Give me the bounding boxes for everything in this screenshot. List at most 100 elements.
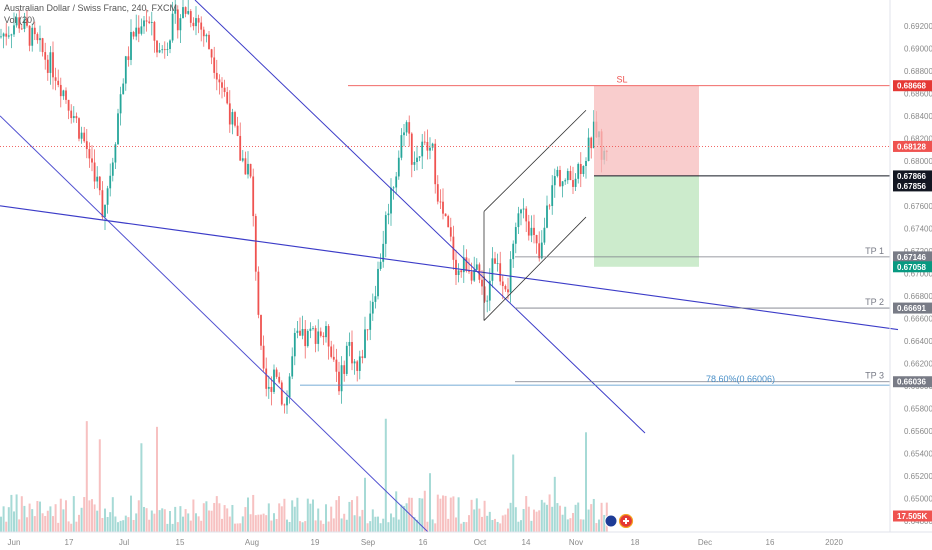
australia-flag-icon [604, 514, 618, 528]
price-label-text: 0.68128 [897, 142, 926, 151]
volume-bar [260, 514, 262, 532]
volume-bar [91, 499, 93, 532]
candle-body [262, 345, 265, 369]
candle-body [184, 7, 187, 14]
candle-body [304, 328, 307, 347]
volume-bar [0, 516, 2, 532]
candle-body [57, 80, 60, 85]
volume-bar [494, 518, 496, 532]
candle-body [265, 368, 268, 389]
volume-bar [13, 511, 15, 532]
candle-body [226, 92, 229, 104]
volume-bar [254, 515, 257, 532]
volume-bar [520, 520, 522, 532]
volume-bar [423, 490, 426, 532]
candle-body [533, 227, 535, 236]
candle-body [93, 162, 96, 182]
candle-body [351, 342, 353, 364]
volume-bar [174, 506, 177, 532]
candle-body [332, 356, 335, 360]
volume-bar [158, 510, 161, 532]
candle-body [88, 149, 91, 159]
candle-body [327, 326, 330, 347]
candle-body [114, 144, 117, 163]
candle-body [449, 227, 452, 237]
trendline-horizontal-support[interactable] [0, 205, 899, 331]
volume-label[interactable]: Vol (20) [4, 15, 36, 25]
volume-bar [548, 494, 551, 532]
volume-bar [262, 513, 265, 532]
volume-bar [23, 505, 26, 532]
candle-body [52, 52, 54, 78]
price-label-box [893, 140, 932, 152]
volume-bar [533, 509, 535, 532]
volume-bar [444, 495, 447, 532]
volume-bar [569, 518, 572, 532]
volume-bar [111, 497, 114, 532]
symbol-title[interactable]: Australian Dollar / Swiss Franc, 240, FX… [4, 3, 178, 13]
candle-body [174, 9, 177, 14]
candle-body [566, 171, 569, 181]
volume-bar [140, 443, 143, 532]
candle-body [85, 141, 88, 150]
volume-bar [390, 513, 392, 532]
candle-body [205, 34, 208, 37]
volume-bar [65, 500, 67, 532]
volume-bar [587, 509, 590, 532]
volume-bar [371, 509, 374, 532]
candle-body [273, 369, 275, 392]
volume-bar [577, 502, 580, 532]
candle-body [312, 328, 314, 329]
candle-body [559, 169, 561, 187]
candle-body [135, 27, 138, 37]
volume-bar [455, 517, 457, 532]
time-tick-label: 19 [311, 538, 320, 547]
volume-bar [566, 519, 569, 532]
candle-body [499, 263, 502, 282]
candle-body [249, 163, 252, 177]
volume-bar [184, 509, 187, 532]
volume-bar [309, 503, 312, 532]
volume-bar [252, 494, 255, 532]
candle-body [436, 184, 439, 202]
candle-body [577, 163, 580, 179]
candle-body [462, 257, 465, 273]
time-tick-label: Nov [569, 538, 583, 547]
candle-body [208, 34, 210, 50]
price-label-text: 0.66691 [897, 304, 926, 313]
volume-bar [7, 507, 10, 532]
volume-bar [343, 513, 346, 532]
candle-body [561, 181, 564, 187]
trendline-channel-upper[interactable] [483, 109, 587, 212]
volume-bar [46, 510, 49, 532]
candle-body [291, 356, 294, 377]
candle-body [335, 359, 338, 372]
take-profit-zone[interactable] [594, 175, 699, 267]
candle-body [239, 135, 242, 161]
candle-body [421, 141, 424, 157]
volume-bar [449, 497, 452, 532]
candle-body [137, 27, 140, 34]
volume-bar [496, 521, 499, 532]
volume-bar [325, 504, 327, 532]
candle-body [340, 365, 343, 392]
volume-bar [26, 517, 28, 532]
volume-bar [345, 519, 348, 532]
volume-bar [470, 499, 473, 532]
volume-bar [213, 502, 216, 532]
candle-body [317, 331, 320, 344]
candle-body [293, 332, 296, 357]
candle-body [546, 205, 548, 228]
volume-bar [124, 515, 127, 532]
trendline-lower-channel[interactable] [0, 115, 429, 533]
volume-bar [106, 517, 109, 532]
volume-bar [59, 498, 62, 532]
volume-bar [353, 515, 356, 532]
volume-bar [361, 509, 364, 532]
candle-body [395, 176, 398, 188]
trendline-upper-channel[interactable] [194, 0, 646, 434]
volume-bar [93, 504, 96, 532]
stop-loss-zone[interactable] [594, 85, 699, 176]
trendline-channel-lower[interactable] [483, 216, 587, 321]
